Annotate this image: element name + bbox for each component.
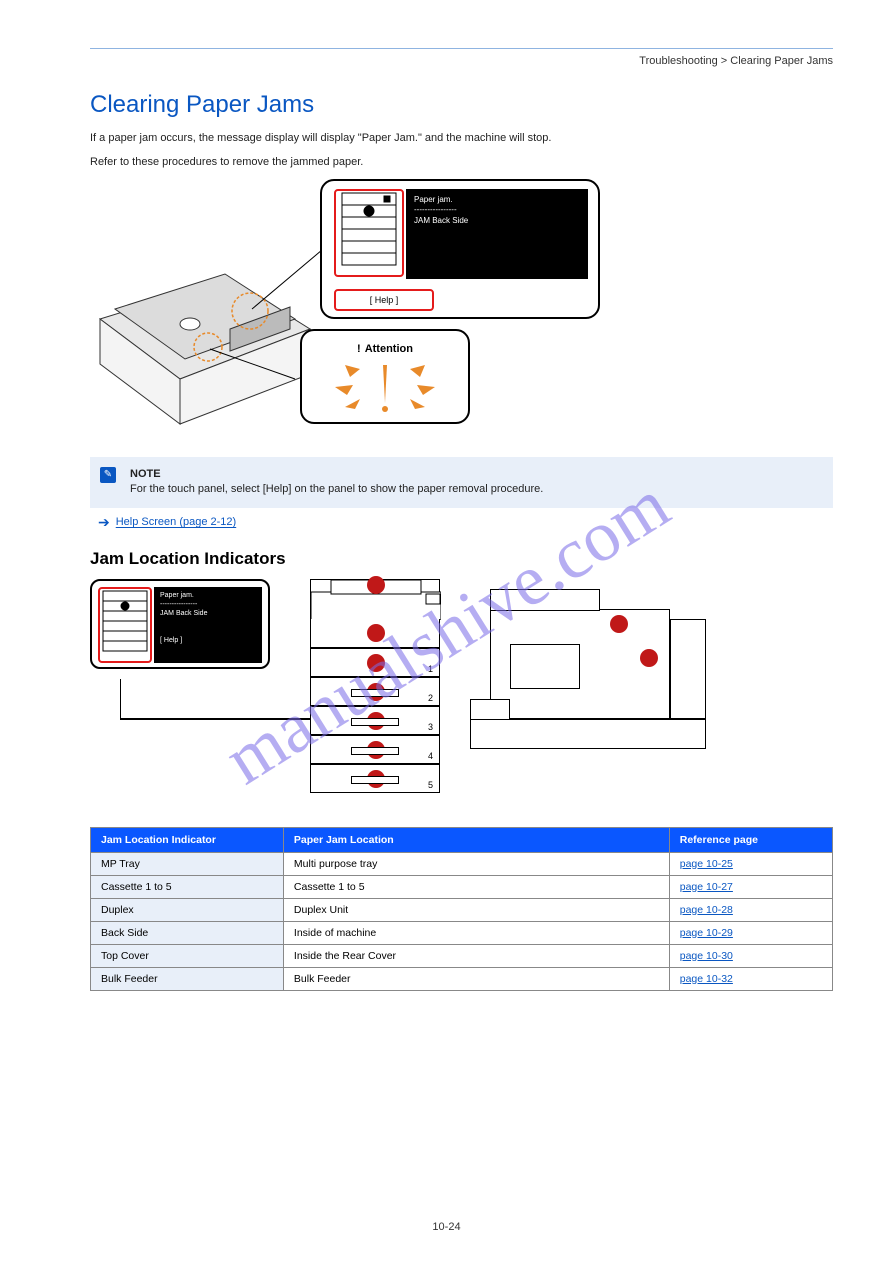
attention-label: ! Attention (357, 343, 413, 355)
mini-line-2: ---------------- (160, 600, 256, 609)
intro-paragraph-1: If a paper jam occurs, the message displ… (90, 131, 833, 147)
jam-dot (367, 654, 385, 672)
page-link[interactable]: page 10-27 (680, 881, 733, 893)
note-heading: NOTE (130, 468, 161, 480)
note-box: ✎ NOTE For the touch panel, select [Help… (90, 457, 833, 508)
display-line-2: ---------------- (414, 205, 580, 215)
cell-location: Bulk Feeder (283, 967, 669, 990)
cell-location: Inside of machine (283, 921, 669, 944)
display-screen: Paper jam. ---------------- JAM Back Sid… (406, 189, 588, 279)
jam-dot (367, 624, 385, 642)
jam-dot (640, 649, 658, 667)
mini-display-screen: Paper jam. ---------------- JAM Back Sid… (154, 587, 262, 663)
cell-indicator: Bulk Feeder (91, 967, 284, 990)
header-rule (90, 48, 833, 49)
cell-location: Duplex Unit (283, 898, 669, 921)
cassette-number: 3 (428, 722, 433, 732)
display-line-3: JAM Back Side (414, 216, 580, 226)
mini-jam-indicator (98, 587, 152, 663)
table-row: MP Tray Multi purpose tray page 10-25 (91, 852, 833, 875)
display-line-1: Paper jam. (414, 195, 580, 205)
printer-diagram: Paper jam. ---------------- JAM Back Sid… (90, 179, 833, 439)
jam-indicator-icon (334, 189, 404, 277)
table-row: Top Cover Inside the Rear Cover page 10-… (91, 944, 833, 967)
jam-dot (367, 576, 385, 594)
table-header-indicator: Jam Location Indicator (91, 827, 284, 852)
table-row: Back Side Inside of machine page 10-29 (91, 921, 833, 944)
note-icon: ✎ (100, 467, 116, 483)
cassette-number: 5 (428, 780, 433, 790)
page-link[interactable]: page 10-25 (680, 858, 733, 870)
cell-indicator: MP Tray (91, 852, 284, 875)
mini-display: Paper jam. ---------------- JAM Back Sid… (90, 579, 270, 669)
table-header-location: Paper Jam Location (283, 827, 669, 852)
attention-callout: ! Attention (300, 329, 470, 424)
cassette-number: 1 (428, 664, 433, 674)
page-link[interactable]: page 10-28 (680, 904, 733, 916)
table-header-reference: Reference page (669, 827, 832, 852)
table-row: Duplex Duplex Unit page 10-28 (91, 898, 833, 921)
cassette-number: 2 (428, 693, 433, 703)
jam-dot (367, 770, 385, 788)
jam-dot (367, 741, 385, 759)
jam-dot (367, 712, 385, 730)
page-number: 10-24 (0, 1221, 893, 1233)
help-screen-link[interactable]: Help Screen (page 2-12) (116, 516, 236, 528)
cell-indicator: Cassette 1 to 5 (91, 875, 284, 898)
note-body: For the touch panel, select [Help] on th… (130, 483, 543, 495)
page-link[interactable]: page 10-29 (680, 927, 733, 939)
mini-line-1: Paper jam. (160, 591, 256, 600)
help-button-label[interactable]: [ Help ] (370, 295, 399, 305)
page-container: Troubleshooting > Clearing Paper Jams Cl… (0, 0, 893, 991)
printer-icon (80, 179, 330, 429)
jam-location-diagram: Paper jam. ---------------- JAM Back Sid… (90, 579, 833, 809)
intro-paragraph-2: Refer to these procedures to remove the … (90, 155, 833, 171)
cell-location: Inside the Rear Cover (283, 944, 669, 967)
table-row: Bulk Feeder Bulk Feeder page 10-32 (91, 967, 833, 990)
mini-help-label: [ Help ] (160, 636, 256, 645)
cell-indicator: Top Cover (91, 944, 284, 967)
printer-side-view (470, 579, 710, 759)
mini-line-3: JAM Back Side (160, 609, 256, 618)
cell-location: Cassette 1 to 5 (283, 875, 669, 898)
help-button-highlight: [ Help ] (334, 289, 434, 311)
reference-link-row: ➔ Help Screen (page 2-12) (98, 514, 833, 531)
table-row: Cassette 1 to 5 Cassette 1 to 5 page 10-… (91, 875, 833, 898)
breadcrumb: Troubleshooting > Clearing Paper Jams (90, 55, 833, 67)
attention-burst-icon (325, 355, 445, 415)
cell-location: Multi purpose tray (283, 852, 669, 875)
jam-dot (610, 615, 628, 633)
jam-location-table: Jam Location Indicator Paper Jam Locatio… (90, 827, 833, 991)
arrow-icon: ➔ (98, 514, 110, 531)
page-link[interactable]: page 10-32 (680, 973, 733, 985)
section-title: Clearing Paper Jams (90, 91, 833, 119)
cell-indicator: Duplex (91, 898, 284, 921)
subheading-jam-locations: Jam Location Indicators (90, 549, 833, 569)
display-callout: Paper jam. ---------------- JAM Back Sid… (320, 179, 600, 319)
cassette-number: 4 (428, 751, 433, 761)
tray-stack-front: 1 2 3 4 5 (310, 579, 440, 809)
page-link[interactable]: page 10-30 (680, 950, 733, 962)
cell-indicator: Back Side (91, 921, 284, 944)
jam-dot (367, 683, 385, 701)
